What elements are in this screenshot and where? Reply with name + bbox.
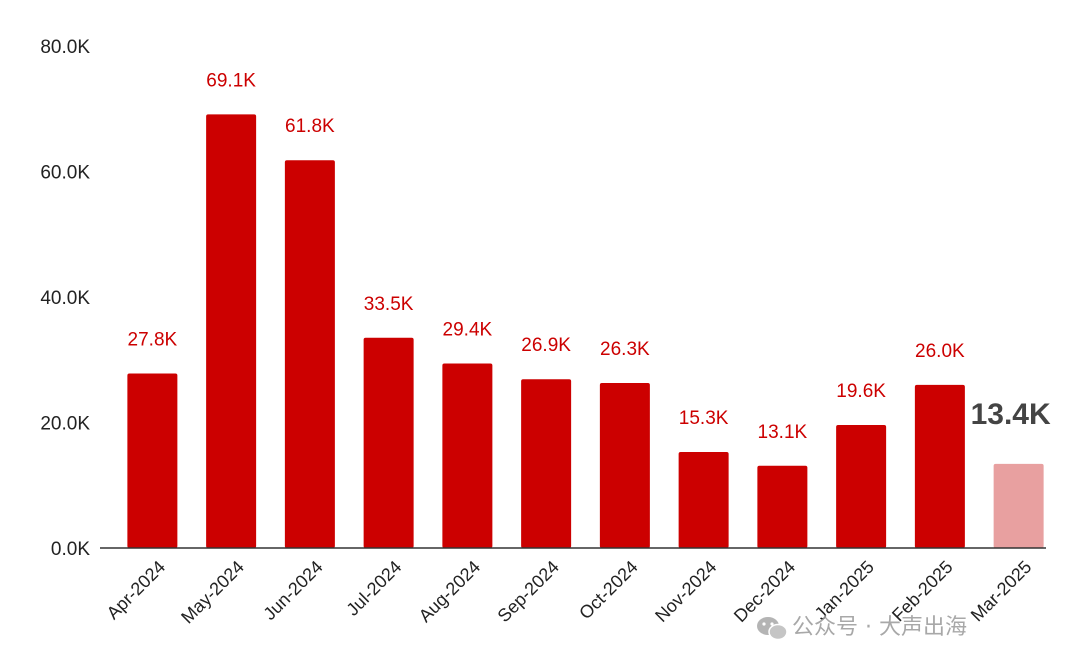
bar-feb-2025 [914, 384, 965, 548]
y-tick-label: 40.0K [40, 288, 90, 309]
bar-aug-2024 [442, 363, 493, 548]
y-tick-label: 20.0K [40, 414, 90, 435]
data-label: 13.1K [758, 422, 808, 443]
x-tick-label: Apr-2024 [103, 557, 170, 624]
wechat-icon [757, 617, 788, 641]
x-tick-label: Mar-2025 [967, 557, 1036, 626]
watermark-text: 公众号 · 大声出海 [792, 615, 967, 640]
bar-oct-2024 [599, 382, 650, 548]
data-label: 26.3K [600, 339, 650, 360]
bar-sep-2024 [521, 379, 572, 548]
x-tick-label: Jul-2024 [342, 557, 405, 620]
data-label: 19.6K [836, 381, 886, 402]
x-tick-label: Sep-2024 [494, 557, 563, 626]
bar-apr-2024 [127, 373, 178, 548]
y-axis-ticks: 0.0K 20.0K 40.0K 60.0K 80.0K [40, 37, 90, 560]
bar-mar-2025 [993, 463, 1044, 548]
bars [127, 114, 1044, 549]
bar-dec-2024 [757, 465, 808, 548]
data-labels: 27.8K 69.1K 61.8K 33.5K 29.4K 26.9K 26.3K 15.3K… [128, 70, 1051, 442]
x-tick-label: Oct-2024 [575, 557, 642, 624]
bar-jun-2024 [284, 160, 335, 548]
x-tick-label: Jan-2025 [811, 557, 878, 624]
data-label: 69.1K [206, 70, 256, 91]
x-tick-label: Nov-2024 [651, 557, 720, 626]
x-tick-label: May-2024 [177, 557, 248, 628]
watermark: 公众号 · 大声出海 [757, 615, 967, 641]
data-label: 29.4K [443, 320, 493, 341]
bar-jan-2025 [836, 425, 887, 548]
y-tick-label: 60.0K [40, 163, 90, 184]
data-label: 26.9K [521, 335, 571, 356]
x-tick-label: Aug-2024 [415, 557, 484, 626]
y-tick-label: 80.0K [40, 37, 90, 58]
x-tick-label: Jun-2024 [259, 557, 326, 624]
x-tick-label: Dec-2024 [730, 557, 799, 626]
bar-nov-2024 [678, 451, 729, 548]
data-label: 33.5K [364, 294, 414, 315]
data-label: 61.8K [285, 116, 335, 137]
data-label: 26.0K [915, 341, 965, 362]
data-label: 15.3K [679, 408, 729, 429]
bar-may-2024 [206, 114, 257, 549]
data-label: 27.8K [128, 330, 178, 351]
bar-jul-2024 [363, 337, 414, 548]
y-tick-label: 0.0K [51, 539, 90, 560]
data-label: 13.4K [971, 398, 1051, 431]
